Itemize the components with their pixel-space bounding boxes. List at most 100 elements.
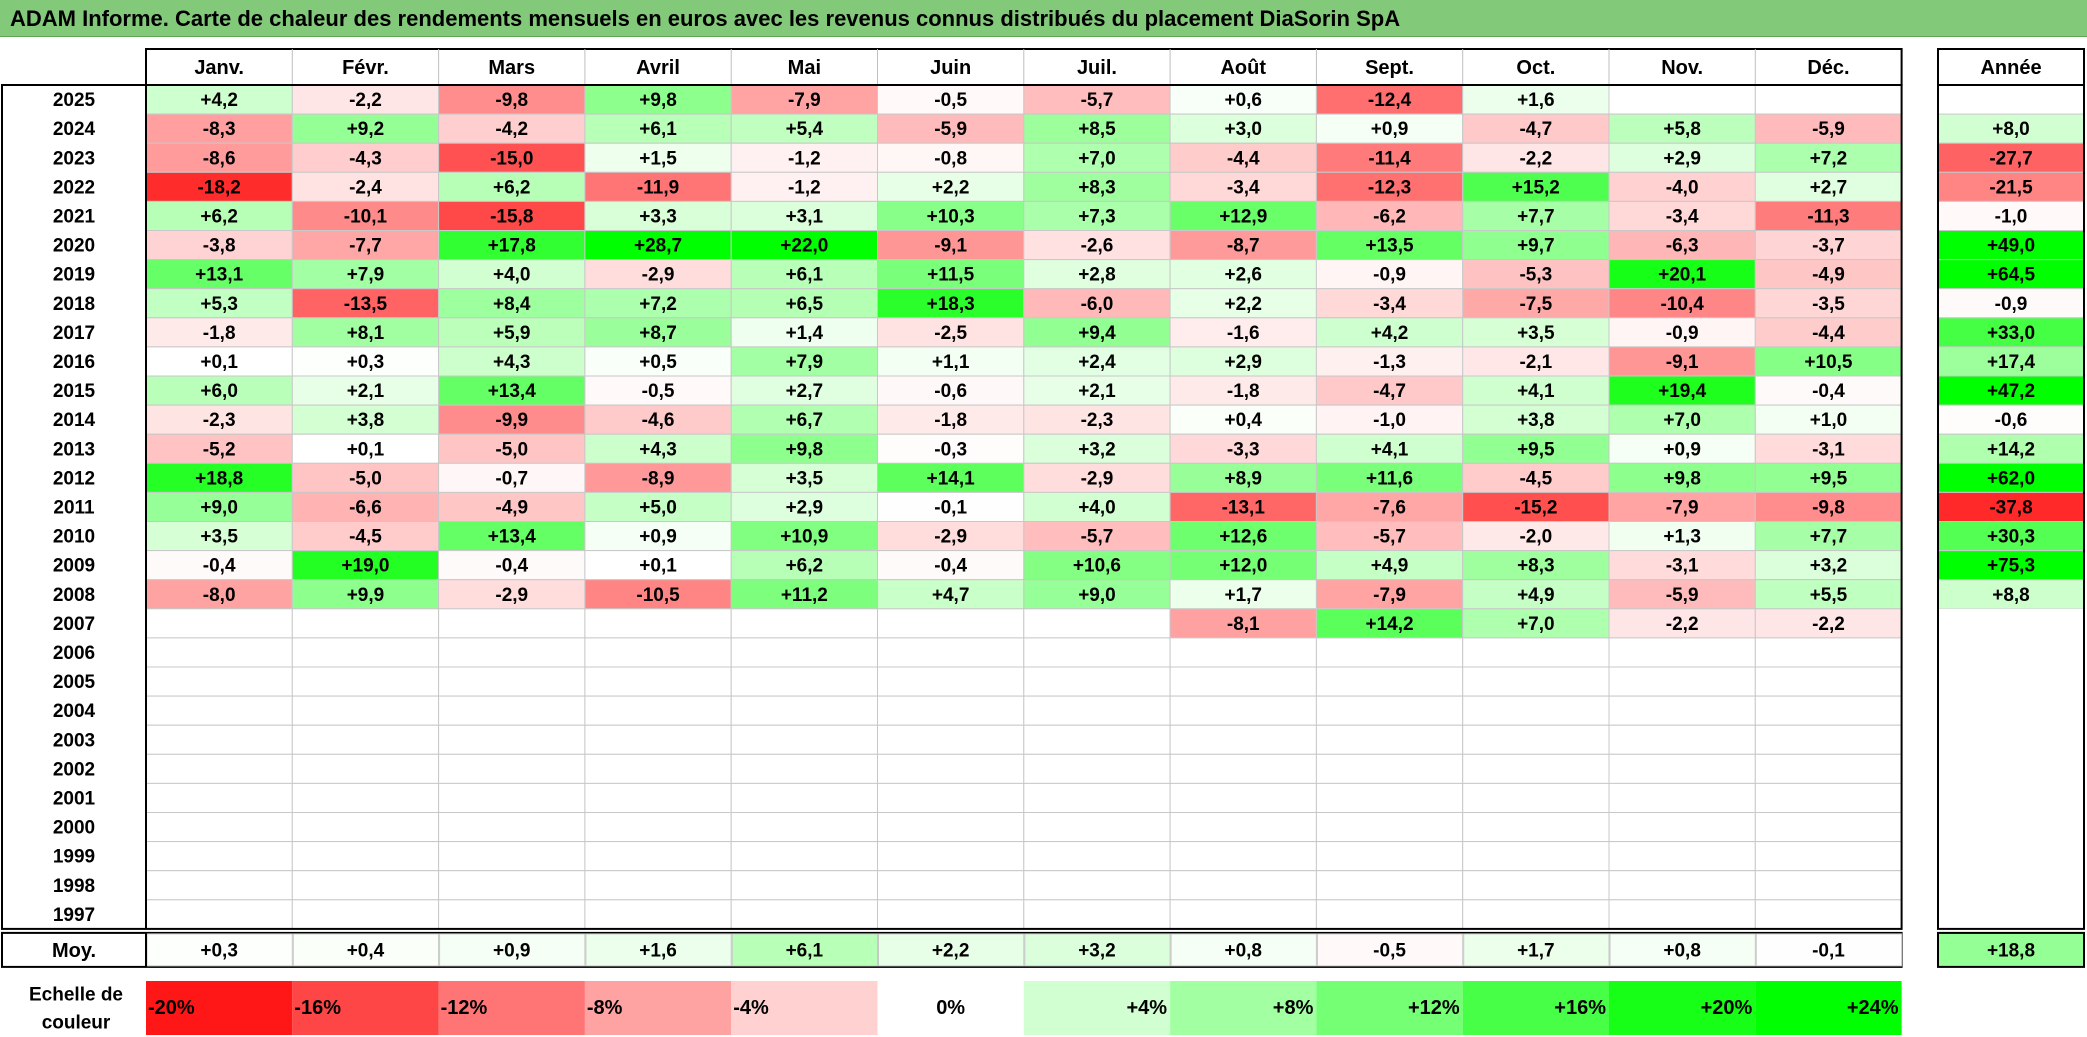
heatmap-cell (1023, 230, 1171, 261)
cell-value: +0,1 (639, 556, 677, 577)
row-year-label: 2007 (53, 614, 95, 635)
cell-value: +6,2 (200, 206, 238, 227)
cell-value: +13,4 (488, 527, 537, 548)
avg-cell (1609, 933, 1756, 967)
heatmap-cell (1608, 230, 1756, 261)
cell-value: +0,9 (639, 527, 677, 548)
cell-value: +2,8 (1078, 265, 1116, 286)
heatmap-cell (1169, 724, 1317, 755)
heatmap-cell (1315, 491, 1464, 522)
heatmap-cell (1462, 724, 1610, 755)
heatmap-cell (877, 84, 1025, 115)
heatmap-cell (145, 899, 293, 930)
cell-value: -5,9 (1812, 119, 1845, 140)
heatmap-cell (1608, 317, 1756, 348)
heatmap-cell (584, 84, 732, 115)
scale-stop-label: -12% (441, 997, 488, 1019)
cell-value: +9,4 (1078, 323, 1116, 344)
cell-value: -10,1 (344, 206, 388, 227)
cell-value: +4,0 (493, 265, 531, 286)
heatmap-cell (1754, 579, 1903, 610)
heatmap-cell (291, 841, 440, 872)
cell-value: +1,5 (639, 148, 677, 169)
cell-value: +2,2 (1224, 294, 1262, 315)
row-year-label: 1998 (53, 876, 95, 897)
heatmap-cell (877, 113, 1025, 144)
cell-value: +2,6 (1224, 265, 1262, 286)
heatmap-cell (877, 812, 1025, 843)
cell-value: +1,4 (786, 323, 824, 344)
heatmap-cell (877, 230, 1025, 261)
heatmap-cell (291, 288, 440, 319)
month-header: Avril (636, 57, 680, 79)
year-total-cell (1938, 637, 2084, 667)
heatmap-cell (877, 637, 1025, 668)
heatmap-cell (584, 171, 732, 202)
heatmap-cell (584, 724, 732, 755)
year-total-cell (1938, 899, 2084, 929)
row-year-label: 2002 (53, 759, 95, 780)
heatmap-cell (1023, 695, 1171, 726)
avg-cell (878, 933, 1025, 967)
heatmap-cell (1608, 288, 1756, 319)
cell-value: +4,7 (932, 585, 970, 606)
heatmap-cell (1023, 870, 1171, 901)
cell-value: -7,9 (1666, 497, 1699, 518)
cell-value: +3,2 (1810, 556, 1848, 577)
cell-value: +9,9 (347, 585, 385, 606)
cell-value: -9,1 (1666, 352, 1699, 373)
cell-value: +12,6 (1219, 527, 1267, 548)
row-year-label: 2004 (53, 701, 96, 722)
heatmap-cell (438, 404, 586, 435)
cell-value: +2,1 (1078, 381, 1116, 402)
cell-value: +6,7 (786, 410, 824, 431)
avg-cell (731, 933, 879, 967)
heatmap-cell (730, 637, 879, 668)
row-year-label: 2015 (53, 381, 96, 402)
heatmap-cell (877, 200, 1025, 231)
cell-value: +5,9 (493, 323, 531, 344)
cell-value: +18,3 (927, 294, 975, 315)
cell-value: -4,3 (349, 148, 382, 169)
cell-value: -1,8 (934, 410, 967, 431)
heatmap-cell (145, 171, 293, 202)
row-year-label: 2003 (53, 730, 95, 751)
scale-swatch (877, 981, 1024, 1035)
cell-value: +13,4 (488, 381, 537, 402)
year-total-cell (1938, 85, 2084, 115)
cell-value: +6,1 (639, 119, 677, 140)
cell-value: -4,0 (1666, 177, 1699, 198)
scale-swatch (1316, 981, 1463, 1035)
heatmap-cell (1608, 462, 1756, 493)
cell-value: -15,8 (490, 206, 533, 227)
avg-cell (292, 933, 440, 967)
heatmap-cell (1169, 171, 1317, 202)
cell-value: -4,5 (349, 527, 382, 548)
cell-value: +10,6 (1073, 556, 1121, 577)
cell-value: +8,3 (1517, 556, 1555, 577)
cell-value: +17,8 (488, 236, 536, 257)
heatmap-cell (1315, 695, 1464, 726)
cell-value: -11,9 (637, 177, 679, 198)
avg-value: +2,2 (932, 940, 970, 961)
avg-cell (1755, 933, 1903, 967)
heatmap-cell (877, 724, 1025, 755)
cell-value: -3,3 (1227, 439, 1260, 460)
heatmap-cell (291, 812, 440, 843)
heatmap-cell (291, 433, 440, 464)
scale-stop-label: +20% (1701, 997, 1753, 1019)
heatmap-cell (1754, 724, 1903, 755)
cell-value: -12,3 (1368, 177, 1411, 198)
heatmap-cell (438, 346, 586, 377)
cell-value: +3,5 (1517, 323, 1555, 344)
avg-value: -0,5 (1373, 940, 1406, 961)
cell-value: +2,7 (1810, 177, 1848, 198)
heatmap-cell (1462, 230, 1610, 261)
cell-value: +9,0 (200, 497, 238, 518)
heatmap-cell (1169, 782, 1317, 814)
heatmap-cell (584, 491, 732, 522)
heatmap-cell (730, 666, 879, 697)
heatmap-cell (730, 404, 879, 435)
heatmap-cell (145, 608, 293, 639)
avg-value: +0,8 (1224, 940, 1262, 961)
